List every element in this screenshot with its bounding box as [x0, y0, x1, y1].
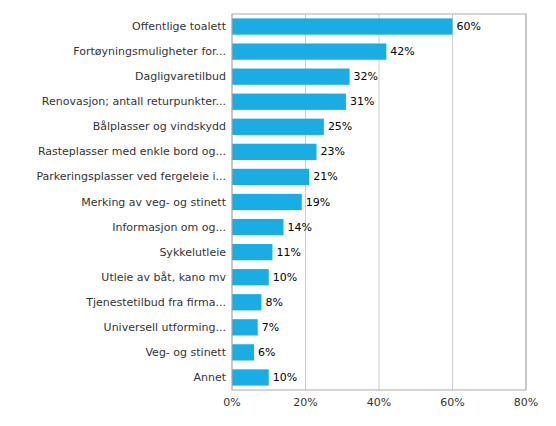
- y-tick-label: Bålplasser og vindskydd: [93, 120, 226, 133]
- data-label: 19%: [306, 196, 330, 209]
- y-tick-label: Annet: [193, 371, 226, 384]
- bar: [232, 144, 317, 160]
- y-tick-label: Fortøyningsmuligheter for...: [73, 45, 226, 58]
- x-tick-label: 20%: [293, 396, 317, 409]
- bar: [232, 94, 346, 110]
- y-tick-label: Rasteplasser med enkle bord og...: [38, 145, 226, 158]
- data-label: 11%: [276, 246, 300, 259]
- chart: 0% 20% 40% 60% 80% 10% 6% 7% 8% 10% 11% 14% 19% 21% 23…: [0, 0, 556, 426]
- y-tick-label: Renovasjon; antall returpunkter...: [42, 95, 226, 108]
- bar: [232, 269, 269, 285]
- y-tick-label: Universell utforming...: [104, 321, 226, 334]
- bar: [232, 194, 302, 210]
- y-tick-label: Tjenestetilbud fra firma...: [85, 296, 226, 309]
- y-tick-label: Parkeringsplasser ved fergeleie i...: [36, 170, 226, 183]
- x-tick-label: 0%: [223, 396, 240, 409]
- data-label: 10%: [273, 271, 297, 284]
- data-label: 60%: [457, 20, 481, 33]
- y-tick-label: Sykkelutleie: [159, 246, 226, 259]
- chart-container: 0% 20% 40% 60% 80% 10% 6% 7% 8% 10% 11% 14% 19% 21% 23…: [0, 0, 556, 426]
- bar: [232, 294, 261, 310]
- grid-line: [452, 14, 453, 390]
- data-label: 42%: [390, 45, 414, 58]
- y-tick-label: Informasjon om og...: [112, 221, 226, 234]
- data-label: 8%: [265, 296, 282, 309]
- data-label: 21%: [313, 170, 337, 183]
- bar: [232, 119, 324, 135]
- x-tick-label: 60%: [440, 396, 464, 409]
- x-axis: 0% 20% 40% 60% 80%: [223, 396, 538, 409]
- data-label: 7%: [262, 321, 279, 334]
- y-tick-label: Offentlige toalett: [132, 20, 227, 33]
- bars: [232, 18, 453, 385]
- data-label: 10%: [273, 371, 297, 384]
- x-tick-label: 80%: [514, 396, 538, 409]
- bar: [232, 244, 272, 260]
- y-tick-label: Utleie av båt, kano mv: [101, 271, 226, 284]
- data-label: 14%: [287, 221, 311, 234]
- bar: [232, 219, 283, 235]
- grid-line: [379, 14, 380, 390]
- bar: [232, 43, 386, 59]
- data-label: 25%: [328, 120, 352, 133]
- data-labels: 10% 6% 7% 8% 10% 11% 14% 19% 21% 23% 25% 31% 32% 42% 6…: [258, 20, 481, 384]
- y-axis: Annet Veg- og stinett Universell utforming…: [36, 20, 226, 384]
- y-tick-label: Merking av veg- og stinett: [81, 196, 226, 209]
- bar: [232, 18, 453, 34]
- bar: [232, 69, 350, 85]
- bar: [232, 319, 258, 335]
- grid: [232, 14, 526, 390]
- data-label: 32%: [354, 70, 378, 83]
- x-tick-label: 40%: [367, 396, 391, 409]
- data-label: 31%: [350, 95, 374, 108]
- data-label: 23%: [321, 145, 345, 158]
- data-label: 6%: [258, 346, 275, 359]
- y-tick-label: Veg- og stinett: [145, 346, 226, 359]
- bar: [232, 169, 309, 185]
- y-tick-label: Dagligvaretilbud: [135, 70, 226, 83]
- bar: [232, 344, 254, 360]
- plot-frame: [232, 14, 526, 390]
- bar: [232, 369, 269, 385]
